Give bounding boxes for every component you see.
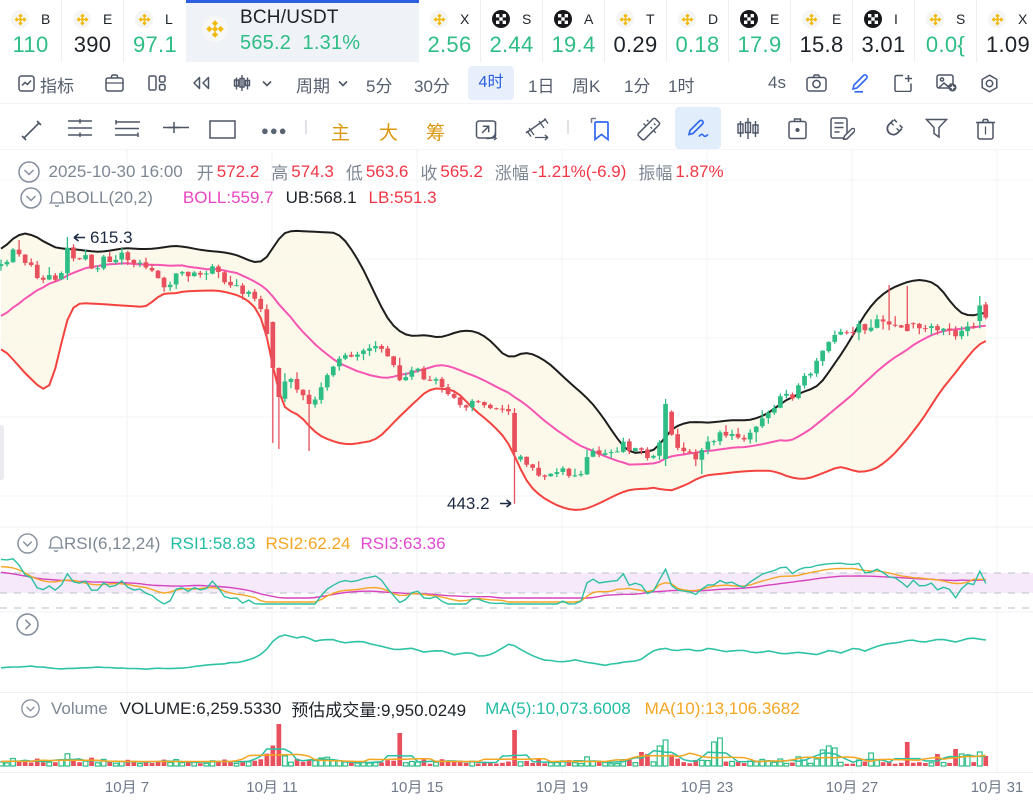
svg-text:10月 19: 10月 19 [536, 779, 589, 796]
svg-text:10月 23: 10月 23 [681, 779, 734, 796]
svg-text:615.3: 615.3 [90, 228, 133, 247]
svg-text:10月 31: 10月 31 [971, 779, 1024, 796]
svg-text:443.2: 443.2 [447, 494, 490, 513]
svg-text:10月 15: 10月 15 [391, 779, 444, 796]
svg-text:10月 11: 10月 11 [246, 779, 297, 796]
svg-text:10月 27: 10月 27 [826, 779, 879, 796]
svg-text:10月 7: 10月 7 [105, 779, 149, 796]
